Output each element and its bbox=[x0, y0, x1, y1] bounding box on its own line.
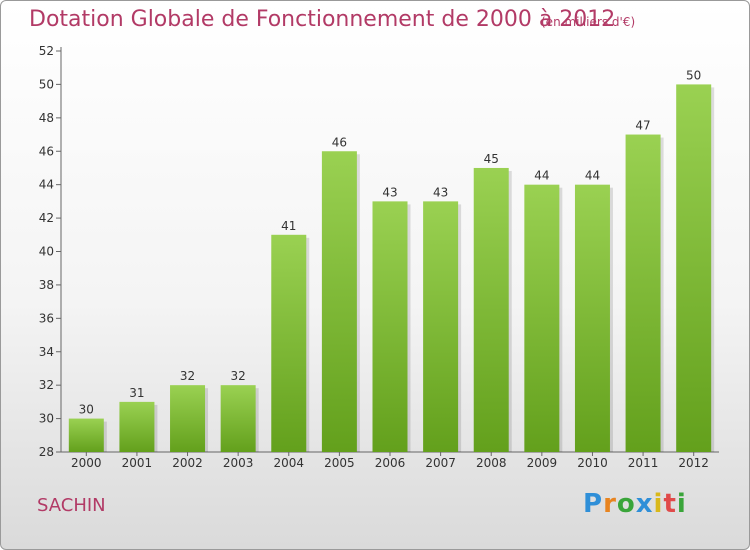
bar bbox=[676, 84, 712, 453]
chart-title: Dotation Globale de Fonctionnement de 20… bbox=[29, 7, 616, 32]
x-tick-label: 2006 bbox=[375, 456, 406, 470]
bar bbox=[220, 385, 256, 452]
y-tick-label: 38 bbox=[39, 278, 54, 292]
y-tick-label: 52 bbox=[39, 44, 54, 58]
y-tick-label: 46 bbox=[39, 144, 54, 158]
y-tick-label: 48 bbox=[39, 111, 54, 125]
x-tick-label: 2009 bbox=[527, 456, 558, 470]
x-tick-label: 2002 bbox=[172, 456, 203, 470]
y-tick-label: 28 bbox=[39, 445, 54, 459]
bar bbox=[119, 401, 155, 452]
bar-value-label: 41 bbox=[281, 219, 296, 233]
chart-unit: (en milliers d'€) bbox=[541, 15, 636, 29]
bar-value-label: 43 bbox=[433, 185, 448, 199]
x-tick-label: 2003 bbox=[223, 456, 254, 470]
bar-value-label: 47 bbox=[635, 119, 650, 133]
y-tick-label: 30 bbox=[39, 412, 54, 426]
bar-value-label: 50 bbox=[686, 68, 701, 82]
x-tick-label: 2012 bbox=[678, 456, 709, 470]
x-tick-label: 2000 bbox=[71, 456, 102, 470]
bar-value-label: 46 bbox=[332, 135, 347, 149]
bar-value-label: 44 bbox=[534, 169, 549, 183]
y-tick-label: 40 bbox=[39, 245, 54, 259]
bar bbox=[625, 134, 661, 452]
bar-value-label: 30 bbox=[79, 403, 94, 417]
bar-value-label: 32 bbox=[231, 369, 246, 383]
y-tick-label: 36 bbox=[39, 311, 54, 325]
x-tick-label: 2001 bbox=[122, 456, 153, 470]
bar bbox=[372, 201, 408, 452]
y-tick-label: 44 bbox=[39, 178, 54, 192]
bar bbox=[321, 151, 357, 452]
bar bbox=[524, 184, 560, 452]
x-tick-label: 2004 bbox=[273, 456, 304, 470]
y-tick-label: 34 bbox=[39, 345, 54, 359]
x-tick-label: 2008 bbox=[476, 456, 507, 470]
bar-value-label: 43 bbox=[382, 185, 397, 199]
bar bbox=[574, 184, 610, 452]
x-tick-label: 2005 bbox=[324, 456, 355, 470]
bar-value-label: 32 bbox=[180, 369, 195, 383]
bar bbox=[473, 167, 509, 453]
bar bbox=[271, 234, 307, 452]
proxiti-logo: Proxiti bbox=[583, 489, 687, 519]
bar-value-label: 31 bbox=[129, 386, 144, 400]
bar bbox=[170, 385, 206, 452]
y-tick-label: 50 bbox=[39, 77, 54, 91]
x-tick-label: 2010 bbox=[577, 456, 608, 470]
x-tick-label: 2007 bbox=[425, 456, 456, 470]
y-tick-label: 32 bbox=[39, 378, 54, 392]
bar bbox=[68, 418, 104, 452]
commune-name: SACHIN bbox=[37, 495, 106, 516]
bar-value-label: 45 bbox=[484, 152, 499, 166]
y-tick-label: 42 bbox=[39, 211, 54, 225]
bar bbox=[423, 201, 459, 452]
x-tick-label: 2011 bbox=[628, 456, 659, 470]
bar-value-label: 44 bbox=[585, 169, 600, 183]
